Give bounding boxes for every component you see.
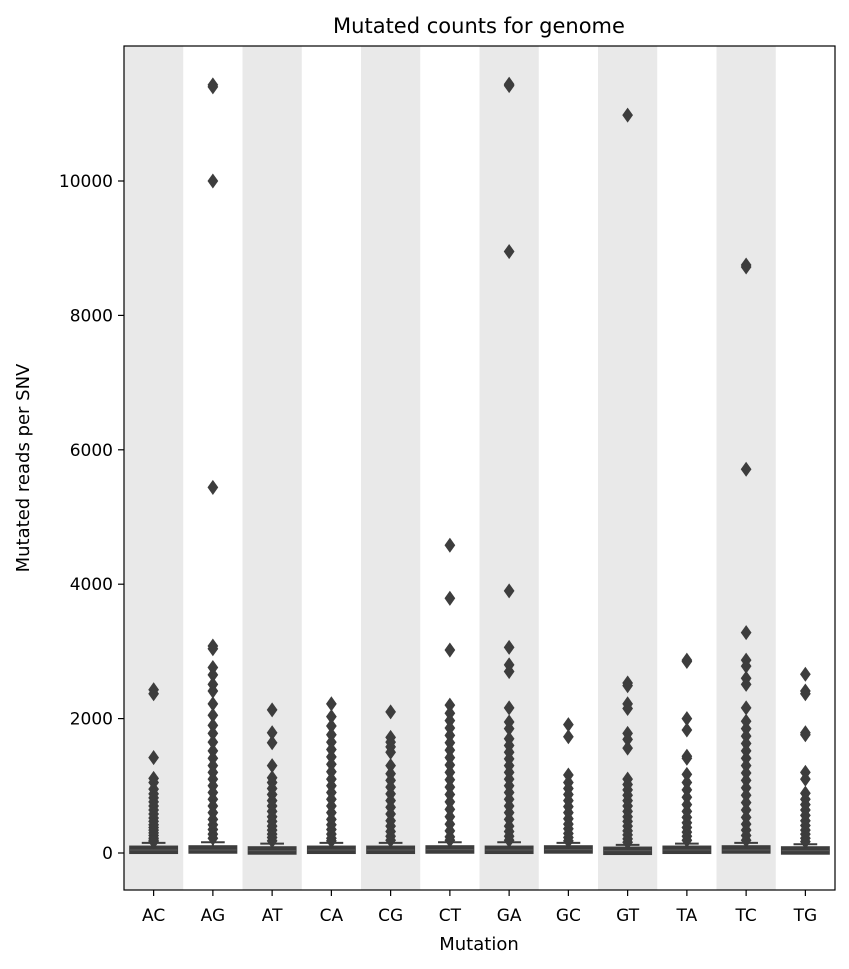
x-axis-label: Mutation (439, 934, 519, 955)
outlier-point (266, 735, 278, 751)
outlier-point (563, 833, 574, 849)
outlier-point (503, 832, 515, 848)
outlier-point (444, 537, 456, 553)
x-axis: AC AG AT CA CG CT GA GC GT TA TC TG (142, 890, 817, 926)
band-gt (598, 46, 658, 890)
y-tick-label: 8000 (70, 306, 113, 326)
outlier-point (740, 676, 752, 692)
outlier-point (681, 722, 693, 738)
y-tick-label: 6000 (70, 441, 113, 461)
outlier-point (681, 750, 693, 766)
outlier-point (681, 832, 693, 848)
box-cg (366, 704, 416, 855)
outlier-point (681, 653, 693, 669)
outlier-point (503, 583, 515, 599)
box-ac (129, 682, 179, 855)
box-ca (306, 696, 356, 855)
box-ga (484, 76, 534, 855)
box-gt (603, 107, 653, 856)
box-at (247, 702, 297, 855)
x-tick-label-tg: TG (793, 906, 818, 926)
outlier-point (385, 832, 396, 848)
outlier-point (207, 173, 219, 189)
box-tc (721, 257, 771, 854)
outlier-point (148, 686, 159, 702)
box-series (129, 76, 830, 856)
outlier-point (503, 78, 515, 94)
x-tick-label-ga: GA (497, 906, 522, 926)
outlier-point (503, 639, 515, 655)
outlier-point (622, 107, 633, 123)
outlier-point (148, 750, 159, 766)
outlier-point (207, 830, 219, 846)
outlier-point (444, 642, 456, 658)
outlier-point (148, 834, 159, 850)
chart-title: Mutated counts for genome (333, 14, 625, 38)
outlier-point (800, 686, 811, 702)
outlier-point (444, 590, 456, 606)
box-ta (662, 652, 712, 855)
outlier-point (740, 461, 752, 477)
outlier-point (503, 664, 515, 680)
x-tick-label-ca: CA (320, 906, 344, 926)
outlier-point (800, 834, 811, 850)
outlier-point (563, 729, 574, 745)
box-tg (780, 666, 830, 855)
outlier-point (622, 678, 633, 694)
outlier-point (622, 701, 633, 717)
outlier-point (207, 479, 219, 495)
outlier-point (326, 833, 337, 849)
outlier-point (740, 625, 752, 641)
outlier-point (266, 833, 278, 849)
y-tick-label: 2000 (70, 710, 113, 730)
outlier-point (800, 727, 811, 743)
x-tick-label-gc: GC (556, 906, 581, 926)
outlier-point (207, 641, 219, 657)
outlier-point (740, 832, 752, 848)
outlier-point (503, 244, 515, 260)
y-tick-label: 4000 (70, 575, 113, 595)
x-tick-label-cg: CG (378, 906, 403, 926)
outlier-point (622, 834, 633, 850)
outlier-point (266, 702, 278, 718)
x-tick-label-at: AT (262, 906, 283, 926)
x-tick-label-tc: TC (734, 906, 756, 926)
outlier-point (800, 666, 811, 682)
x-tick-label-ag: AG (201, 906, 226, 926)
x-tick-label-ta: TA (676, 906, 698, 926)
band-ac (124, 46, 184, 890)
y-axis: 0 2000 4000 6000 8000 10000 (59, 172, 124, 864)
box-gc (543, 717, 593, 854)
outlier-point (385, 704, 396, 720)
outlier-point (444, 832, 456, 848)
y-tick-label: 10000 (59, 172, 113, 192)
x-tick-label-ct: CT (439, 906, 462, 926)
x-tick-label-gt: GT (616, 906, 640, 926)
box-ct (425, 537, 475, 854)
x-tick-label-ac: AC (142, 906, 165, 926)
outlier-point (207, 79, 219, 95)
y-tick-label: 0 (102, 844, 113, 864)
plot-frame (123, 45, 836, 891)
box-ag (188, 77, 238, 854)
y-axis-label: Mutated reads per SNV (13, 363, 34, 572)
outlier-point (622, 740, 633, 756)
outlier-point (740, 259, 752, 275)
outlier-point (326, 696, 337, 712)
